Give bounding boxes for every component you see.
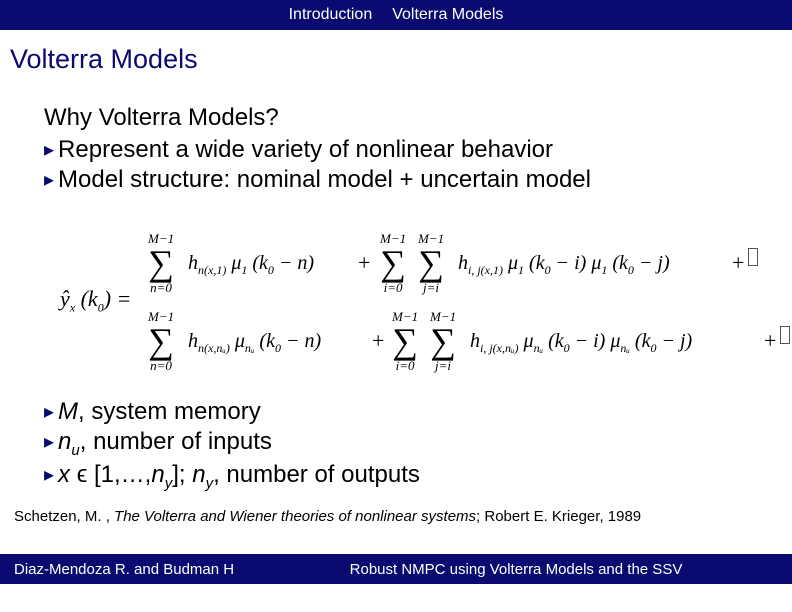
triangle-icon: ▸ xyxy=(44,461,54,489)
eq-sum-1: M−1 ∑ n=0 xyxy=(148,232,174,294)
eq-term-2: hi, j(x,1) μ1 (k0 − i) μ1 (k0 − j) xyxy=(458,252,670,278)
triangle-icon: ▸ xyxy=(44,428,54,456)
triangle-icon: ▸ xyxy=(44,398,54,426)
bullet-2: ▸ Model structure: nominal model + uncer… xyxy=(44,166,744,194)
eq-sum-2a: M−1 ∑ i=0 xyxy=(380,232,406,294)
equation-block: ŷx (k0) = M−1 ∑ n=0 hn(x,1) μ1 (k0 − n) … xyxy=(40,218,760,378)
bullet-4: ▸ nu, number of inputs xyxy=(44,428,744,459)
triangle-icon: ▸ xyxy=(44,136,54,164)
eq-term-1: hn(x,1) μ1 (k0 − n) xyxy=(188,252,314,278)
eq-sum-3: M−1 ∑ n=0 xyxy=(148,310,174,372)
question-line: Why Volterra Models? xyxy=(44,104,744,132)
eq-trailing-box-2 xyxy=(780,326,790,344)
eq-sum-2b: M−1 ∑ j=i xyxy=(418,232,444,294)
eq-term-3: hn(x,nᵤ) μnᵤ (k0 − n) xyxy=(188,330,321,356)
content-block-bottom: ▸ M, system memory ▸ nu, number of input… xyxy=(44,398,744,494)
footer-authors: Diaz-Mendoza R. and Budman H xyxy=(0,561,300,578)
eq-sum-4b: M−1 ∑ j=i xyxy=(430,310,456,372)
bullet-3: ▸ M, system memory xyxy=(44,398,744,426)
eq-term-4: hi, j(x,nᵤ) μnᵤ (k0 − i) μnᵤ (k0 − j) xyxy=(470,330,692,356)
slide: Introduction Volterra Models Volterra Mo… xyxy=(0,0,792,612)
footer-title: Robust NMPC using Volterra Models and th… xyxy=(300,561,792,578)
nav-tab-volterra[interactable]: Volterra Models xyxy=(382,6,513,24)
bullet-1-text: Represent a wide variety of nonlinear be… xyxy=(58,136,553,164)
eq-plus-2: + xyxy=(732,250,744,276)
content-block-top: Why Volterra Models? ▸ Represent a wide … xyxy=(44,104,744,196)
eq-plus-4: + xyxy=(764,328,776,354)
eq-lhs: ŷx (k0) = xyxy=(60,286,131,315)
nav-tab-intro[interactable]: Introduction xyxy=(279,6,383,24)
bullet-1: ▸ Represent a wide variety of nonlinear … xyxy=(44,136,744,164)
eq-sum-4a: M−1 ∑ i=0 xyxy=(392,310,418,372)
reference-line: Schetzen, M. , The Volterra and Wiener t… xyxy=(14,508,774,525)
bullet-3-text: M, system memory xyxy=(58,398,261,426)
bullet-5-text: x ϵ [1,…,ny]; ny, number of outputs xyxy=(58,461,420,492)
bullet-2-text: Model structure: nominal model + uncerta… xyxy=(58,166,591,194)
top-nav-bar: Introduction Volterra Models xyxy=(0,0,792,30)
eq-plus-1: + xyxy=(358,250,370,276)
footer-bar: Diaz-Mendoza R. and Budman H Robust NMPC… xyxy=(0,554,792,584)
page-title: Volterra Models xyxy=(10,44,198,75)
bullet-4-text: nu, number of inputs xyxy=(58,428,272,459)
triangle-icon: ▸ xyxy=(44,166,54,194)
eq-plus-3: + xyxy=(372,328,384,354)
eq-trailing-box-1 xyxy=(748,248,758,266)
bullet-5: ▸ x ϵ [1,…,ny]; ny, number of outputs xyxy=(44,461,744,492)
